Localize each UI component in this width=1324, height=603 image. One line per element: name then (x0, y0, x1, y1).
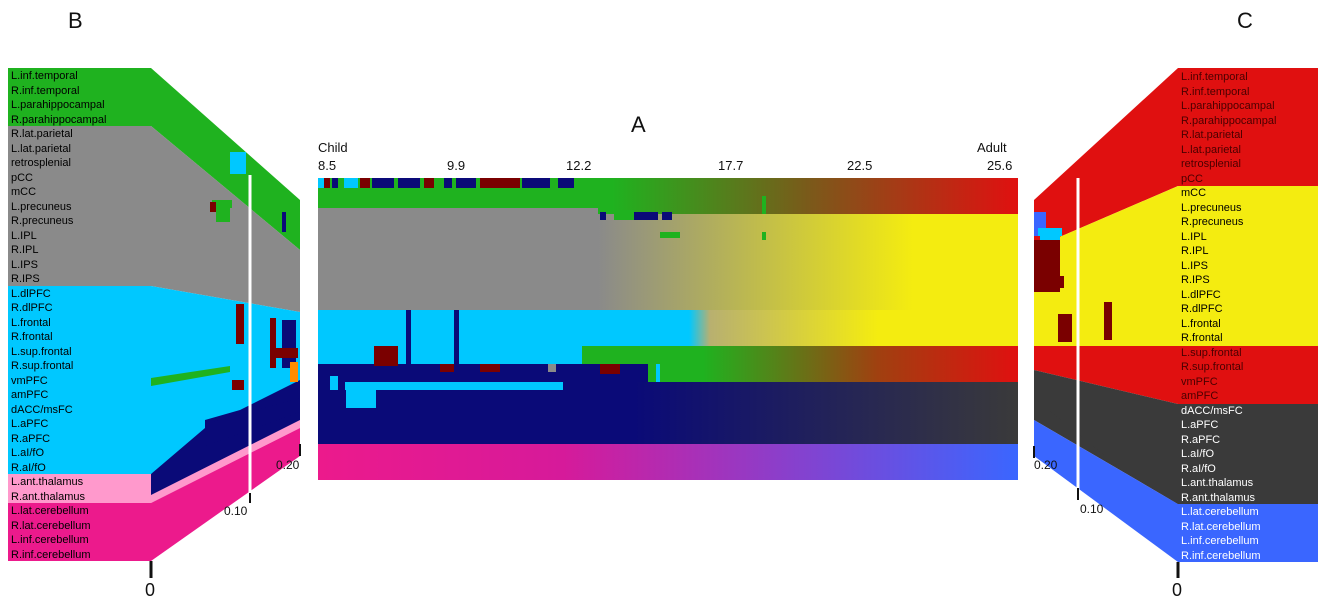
left-block-green (8, 68, 151, 126)
right-region-label: dACC/msFC (1181, 404, 1243, 417)
right-scale-0: 0 (1172, 580, 1183, 600)
right-region-label: L.sup.frontal (1181, 346, 1242, 359)
age-tick-12-2: 12.2 (566, 158, 592, 173)
left-region-label: pCC (11, 171, 34, 184)
right-region-label: L.inf.cerebellum (1181, 535, 1259, 547)
left-region-label: L.aI/fO (11, 447, 45, 459)
left-region-label: R.precuneus (11, 215, 74, 227)
right-region-label: L.inf.temporal (1181, 71, 1248, 83)
age-tick-25-6: 25.6 (987, 158, 1013, 173)
timeline-start-label: Child (318, 140, 348, 155)
center-timeline (318, 178, 1018, 480)
left-region-label: L.precuneus (11, 200, 72, 213)
left-scale-0-10: 0.10 (224, 504, 248, 518)
right-region-label: L.lat.parietal (1181, 143, 1241, 156)
right-region-label: L.aPFC (1181, 419, 1219, 431)
right-region-label: L.ant.thalamus (1181, 477, 1254, 489)
left-block-gray (8, 126, 151, 286)
left-region-label: L.lat.parietal (11, 142, 71, 155)
left-region-label: L.aPFC (11, 418, 49, 430)
left-region-label: dACC/msFC (11, 403, 73, 416)
left-region-label: R.dlPFC (11, 302, 53, 314)
left-region-label: R.ant.thalamus (11, 490, 85, 503)
right-region-label: L.parahippocampal (1181, 100, 1275, 112)
right-region-label: R.IPS (1181, 274, 1210, 286)
timeline-end-label: Adult (977, 140, 1007, 155)
left-region-label: retrosplenial (11, 157, 71, 169)
left-region-label: R.aI/fO (11, 461, 46, 474)
left-region-label: R.inf.temporal (11, 84, 80, 97)
left-panel (8, 68, 301, 578)
right-region-label: R.parahippocampal (1181, 114, 1277, 127)
left-region-label: R.inf.cerebellum (11, 548, 91, 561)
right-scale-0-10: 0.10 (1080, 502, 1104, 516)
left-region-label: L.dlPFC (11, 287, 51, 300)
right-region-label: R.sup.frontal (1181, 361, 1244, 373)
right-region-label: L.frontal (1181, 317, 1221, 330)
right-region-label: L.IPL (1181, 230, 1207, 243)
left-region-label: L.lat.cerebellum (11, 505, 89, 517)
left-region-label: R.aPFC (11, 432, 51, 445)
right-region-label: vmPFC (1181, 375, 1218, 388)
left-region-label: L.parahippocampal (11, 99, 105, 111)
left-region-label: L.inf.cerebellum (11, 534, 89, 546)
left-block-pink (8, 474, 151, 503)
left-region-label: L.inf.temporal (11, 70, 78, 82)
left-region-label: L.sup.frontal (11, 345, 72, 358)
right-region-label: mCC (1181, 187, 1207, 199)
right-region-label: L.aI/fO (1181, 448, 1215, 460)
left-region-label: R.lat.parietal (11, 128, 73, 140)
right-region-label: amPFC (1181, 390, 1219, 402)
panel-label-b: B (68, 8, 83, 33)
left-region-label: R.lat.cerebellum (11, 519, 91, 532)
right-region-label: R.precuneus (1181, 216, 1244, 228)
left-region-label: L.IPL (11, 229, 37, 242)
right-region-label: R.aI/fO (1181, 462, 1216, 475)
right-region-label: R.frontal (1181, 332, 1223, 344)
left-region-label: R.IPL (11, 244, 39, 256)
right-region-label: R.lat.parietal (1181, 129, 1243, 141)
left-region-label: R.IPS (11, 273, 40, 285)
panel-label-a: A (631, 112, 646, 137)
left-scale-0: 0 (145, 580, 156, 600)
right-panel (1033, 68, 1318, 578)
right-scale-0-20: 0.20 (1034, 458, 1058, 472)
left-region-label: R.sup.frontal (11, 360, 74, 372)
right-region-label: L.precuneus (1181, 201, 1242, 214)
left-region-label: vmPFC (11, 374, 48, 387)
left-region-label: L.frontal (11, 316, 51, 329)
left-region-label: R.frontal (11, 331, 53, 343)
left-region-label: amPFC (11, 389, 49, 401)
right-region-label: R.inf.temporal (1181, 85, 1250, 98)
right-region-label: L.lat.cerebellum (1181, 506, 1259, 518)
right-region-label: retrosplenial (1181, 158, 1241, 170)
age-tick-8-5: 8.5 (318, 158, 337, 173)
right-region-label: pCC (1181, 172, 1204, 185)
left-region-label: L.ant.thalamus (11, 476, 84, 488)
age-tick-9-9: 9.9 (447, 158, 466, 173)
right-region-label: R.dlPFC (1181, 303, 1223, 315)
right-region-label: R.inf.cerebellum (1181, 549, 1261, 562)
right-region-label: L.IPS (1181, 259, 1208, 272)
left-scale-0-20: 0.20 (276, 458, 300, 472)
right-region-label: R.ant.thalamus (1181, 491, 1255, 504)
right-region-label: R.IPL (1181, 245, 1209, 257)
right-region-label: R.lat.cerebellum (1181, 520, 1261, 533)
right-region-label: L.dlPFC (1181, 288, 1221, 301)
left-region-label: mCC (11, 186, 37, 198)
panel-label-c: C (1237, 8, 1253, 33)
left-region-label: R.parahippocampal (11, 113, 107, 126)
right-region-label: R.aPFC (1181, 433, 1221, 446)
left-block-magenta (8, 503, 151, 561)
left-block-cyan (8, 286, 151, 474)
left-region-label: L.IPS (11, 258, 38, 271)
age-tick-17-7: 17.7 (718, 158, 744, 173)
age-tick-22-5: 22.5 (847, 158, 873, 173)
